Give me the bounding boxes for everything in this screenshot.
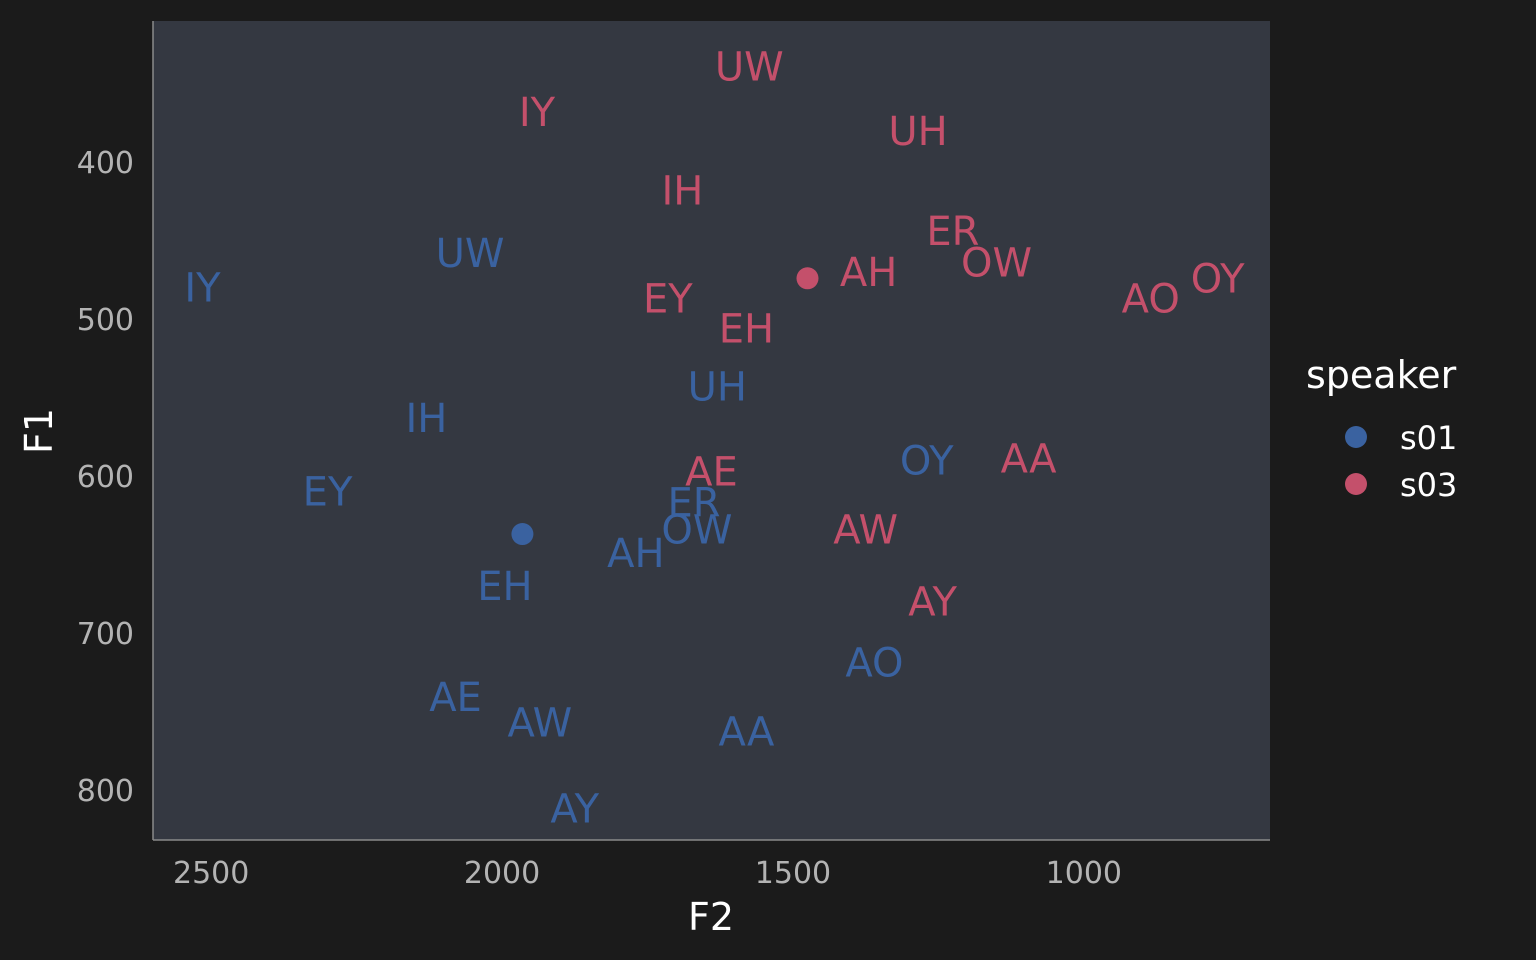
vowel-label: IH <box>405 396 447 442</box>
vowel-label: IY <box>184 266 221 312</box>
legend-key-s01 <box>1345 426 1367 448</box>
vowel-label: AW <box>833 507 898 553</box>
legend-label-s01: s01 <box>1400 419 1457 457</box>
x-tick-label: 2000 <box>464 856 540 891</box>
y-tick-label: 500 <box>77 303 134 338</box>
vowel-label: OY <box>900 438 954 484</box>
y-tick-label: 400 <box>77 146 134 181</box>
y-tick-label: 700 <box>77 617 134 652</box>
x-tick-label: 2500 <box>173 856 249 891</box>
legend-title: speaker <box>1306 353 1457 397</box>
y-tick-label: 800 <box>77 774 134 809</box>
vowel-label: IH <box>661 168 703 214</box>
vowel-label: AY <box>908 580 957 626</box>
vowel-label: OW <box>961 241 1032 287</box>
y-tick-labels: 400 500 600 700 800 <box>77 146 134 809</box>
vowel-label: UW <box>436 231 505 277</box>
vowel-label: AY <box>550 787 599 833</box>
plot-panel <box>153 21 1270 840</box>
vowel-label: ER <box>668 481 721 527</box>
y-axis-title: F1 <box>17 408 61 454</box>
vowel-label: EH <box>477 564 532 610</box>
vowel-label: OW <box>661 507 732 553</box>
vowel-label: UH <box>888 109 947 155</box>
centroid-point <box>796 267 819 290</box>
legend: speaker s01 s03 <box>1306 353 1457 504</box>
x-tick-label: 1000 <box>1046 856 1122 891</box>
vowel-label: OY <box>1191 256 1245 302</box>
vowel-label: AE <box>429 675 482 721</box>
vowel-label: AA <box>1001 437 1057 483</box>
vowel-label: EY <box>643 277 693 323</box>
x-axis-title: F2 <box>688 895 734 939</box>
centroid-point <box>511 523 534 546</box>
vowel-label: IY <box>519 90 556 136</box>
vowel-label: ER <box>926 209 979 255</box>
vowel-label: AE <box>685 449 738 495</box>
legend-key-s03 <box>1345 473 1367 495</box>
vowel-label: AO <box>1122 277 1180 323</box>
vowel-label: EY <box>303 470 353 516</box>
x-tick-label: 1500 <box>755 856 831 891</box>
legend-label-s03: s03 <box>1400 466 1457 504</box>
vowel-label: AO <box>845 641 903 687</box>
vowel-label: UH <box>688 365 747 411</box>
x-tick-labels: 2500 2000 1500 1000 <box>173 856 1122 891</box>
vowel-label: EH <box>719 307 774 353</box>
vowel-label: UW <box>715 45 784 91</box>
y-tick-label: 600 <box>77 460 134 495</box>
vowel-label: AA <box>718 710 774 756</box>
vowel-label: AH <box>607 531 664 577</box>
vowel-label: AH <box>840 250 897 296</box>
vowel-label: AW <box>508 700 573 746</box>
